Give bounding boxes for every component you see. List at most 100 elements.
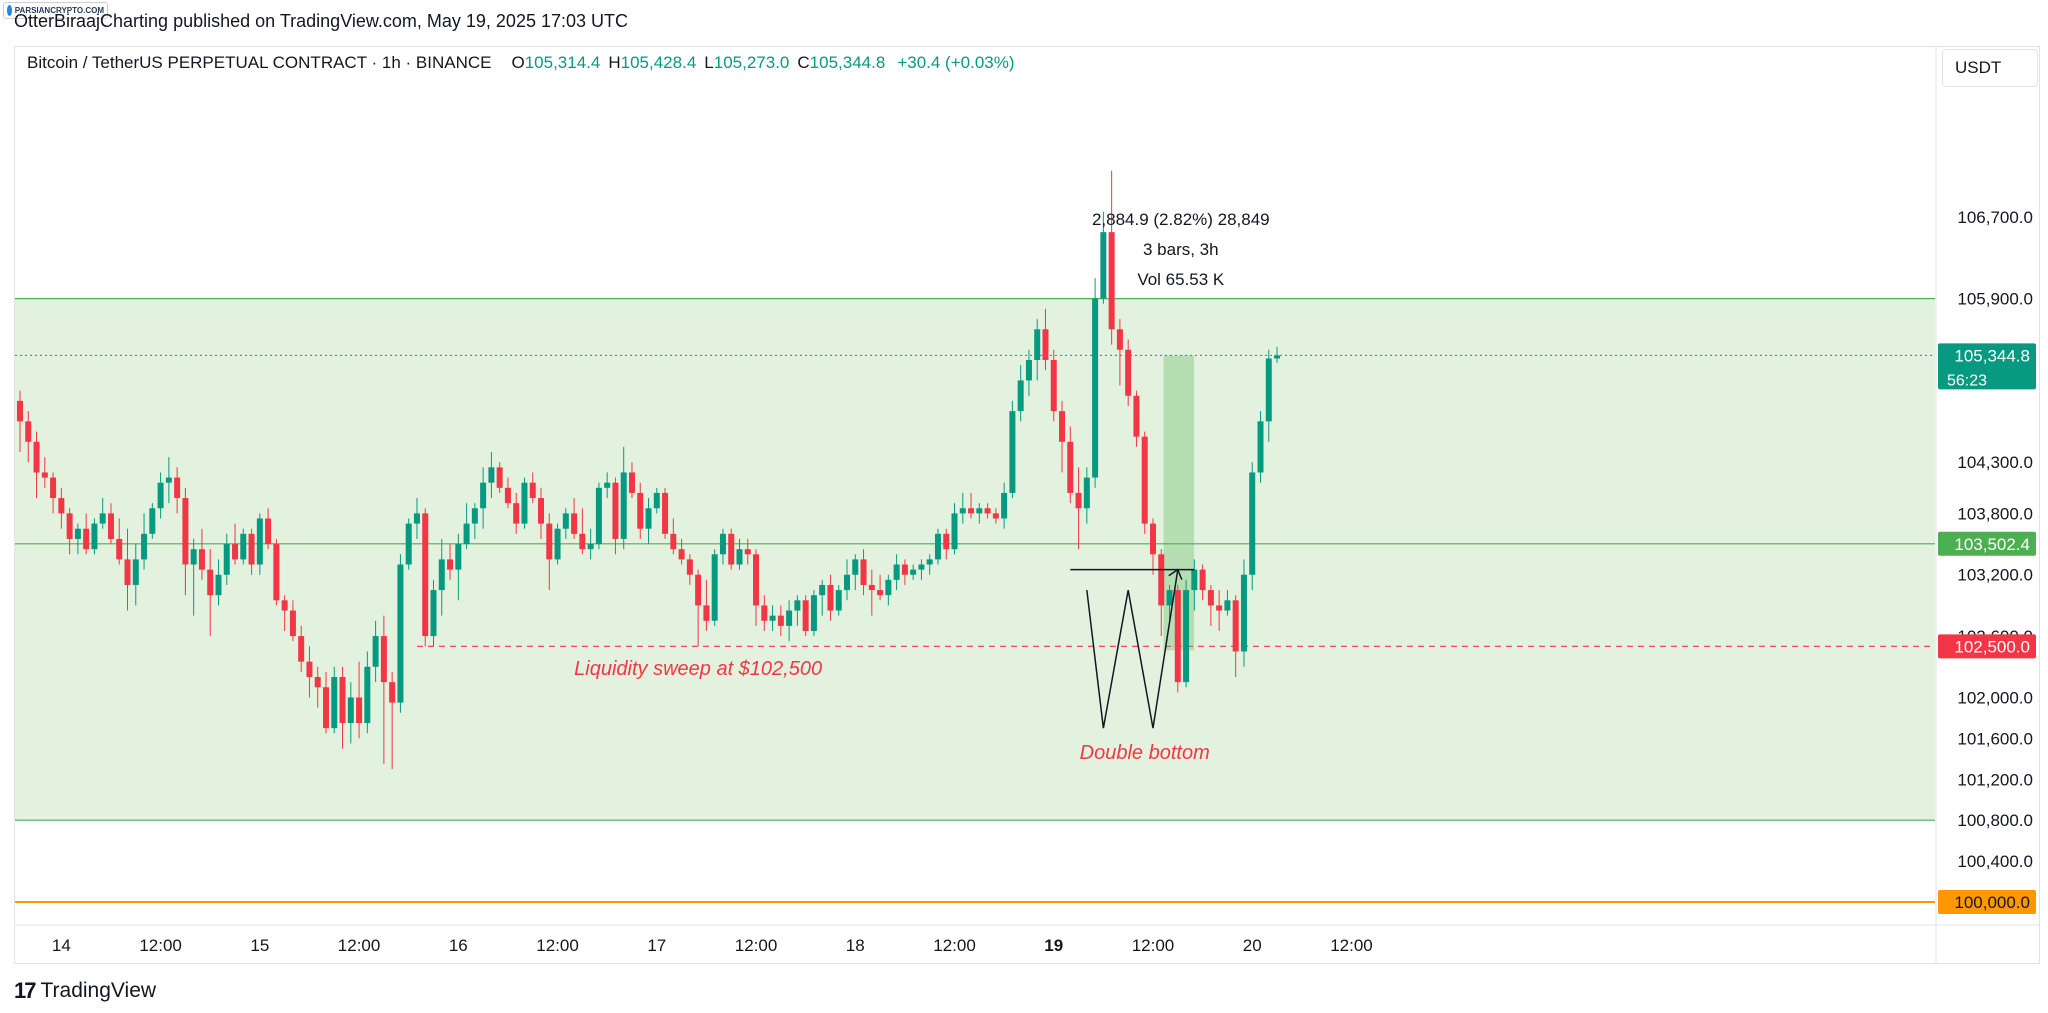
candle[interactable] [852,559,859,575]
candle[interactable] [810,595,817,631]
candle[interactable] [1092,298,1099,478]
candle[interactable] [951,513,958,550]
candle[interactable] [455,544,462,570]
candle[interactable] [562,513,569,529]
candle[interactable] [1017,380,1024,412]
candle[interactable] [628,472,635,493]
candle[interactable] [736,549,743,565]
symbol-title[interactable]: Bitcoin / TetherUS PERPETUAL CONTRACT · … [27,53,492,72]
candle[interactable] [901,564,908,575]
candle[interactable] [372,636,379,667]
candle[interactable] [645,508,652,529]
candle[interactable] [546,523,553,560]
candle[interactable] [99,513,106,524]
candle[interactable] [50,477,57,499]
candle[interactable] [587,544,594,550]
candle[interactable] [695,574,702,606]
candle[interactable] [74,528,81,539]
candle[interactable] [769,615,776,621]
candle[interactable] [438,559,445,591]
candle[interactable] [364,666,371,724]
candle[interactable] [265,518,272,545]
candle[interactable] [761,605,768,621]
candle[interactable] [926,559,933,565]
candle[interactable] [612,482,619,539]
candle[interactable] [513,503,520,524]
candle[interactable] [356,697,363,724]
candle[interactable] [934,533,941,560]
candle[interactable] [868,584,875,591]
candle[interactable] [281,600,288,611]
candle[interactable] [1240,574,1247,652]
candle[interactable] [141,533,148,560]
candle[interactable] [1265,358,1272,422]
candle[interactable] [1108,232,1115,330]
candle[interactable] [910,569,917,575]
candle[interactable] [58,498,65,514]
candle[interactable] [422,513,429,637]
candle[interactable] [1125,349,1132,396]
candle[interactable] [744,549,751,555]
candle[interactable] [248,533,255,565]
candle[interactable] [1149,523,1156,555]
candle[interactable] [711,554,718,621]
candle[interactable] [1025,359,1032,381]
candle[interactable] [1158,554,1165,606]
candle[interactable] [331,677,338,729]
candle[interactable] [289,610,296,637]
candle[interactable] [314,677,321,688]
candle[interactable] [174,477,181,499]
candle[interactable] [430,590,437,637]
candle[interactable] [25,421,32,442]
candle[interactable] [827,584,834,611]
candle[interactable] [670,533,677,550]
candle[interactable] [41,472,48,478]
candle[interactable] [992,513,999,519]
candle[interactable] [347,697,354,724]
candle[interactable] [405,523,412,565]
candle[interactable] [976,508,983,514]
candle[interactable] [215,574,222,596]
candle[interactable] [521,482,528,524]
candle[interactable] [1034,329,1041,360]
candle[interactable] [413,513,420,524]
candle[interactable] [538,498,545,524]
candle[interactable] [968,508,975,514]
candle[interactable] [529,482,536,499]
candle[interactable] [298,636,305,662]
candle[interactable] [1166,590,1173,606]
candle[interactable] [480,482,487,509]
candle[interactable] [1100,232,1107,299]
candle[interactable] [83,528,90,550]
candle[interactable] [1116,329,1123,350]
candle[interactable] [273,544,280,601]
candle[interactable] [33,441,40,473]
candle[interactable] [844,574,850,591]
candle[interactable] [984,508,991,514]
candle[interactable] [165,477,172,483]
candle[interactable] [595,487,602,545]
candle[interactable] [777,615,784,626]
candle[interactable] [1249,472,1256,575]
candle[interactable] [918,564,925,570]
candle[interactable] [860,559,867,585]
candle[interactable] [1199,569,1206,591]
candle[interactable] [66,513,73,539]
candle[interactable] [124,559,131,585]
candle[interactable] [719,533,726,555]
candle[interactable] [604,482,611,488]
candle[interactable] [1001,492,1008,519]
candle[interactable] [943,533,950,550]
candle[interactable] [571,513,578,534]
candle[interactable] [1216,605,1223,611]
candle[interactable] [207,569,214,596]
candle[interactable] [1174,590,1181,683]
candle[interactable] [380,636,387,683]
candle[interactable] [397,564,404,703]
candle[interactable] [753,554,760,606]
candle[interactable] [306,661,313,678]
tradingview-logo[interactable]: 17 TradingView [14,978,156,1004]
candle[interactable] [504,487,511,504]
candle[interactable] [132,559,139,585]
